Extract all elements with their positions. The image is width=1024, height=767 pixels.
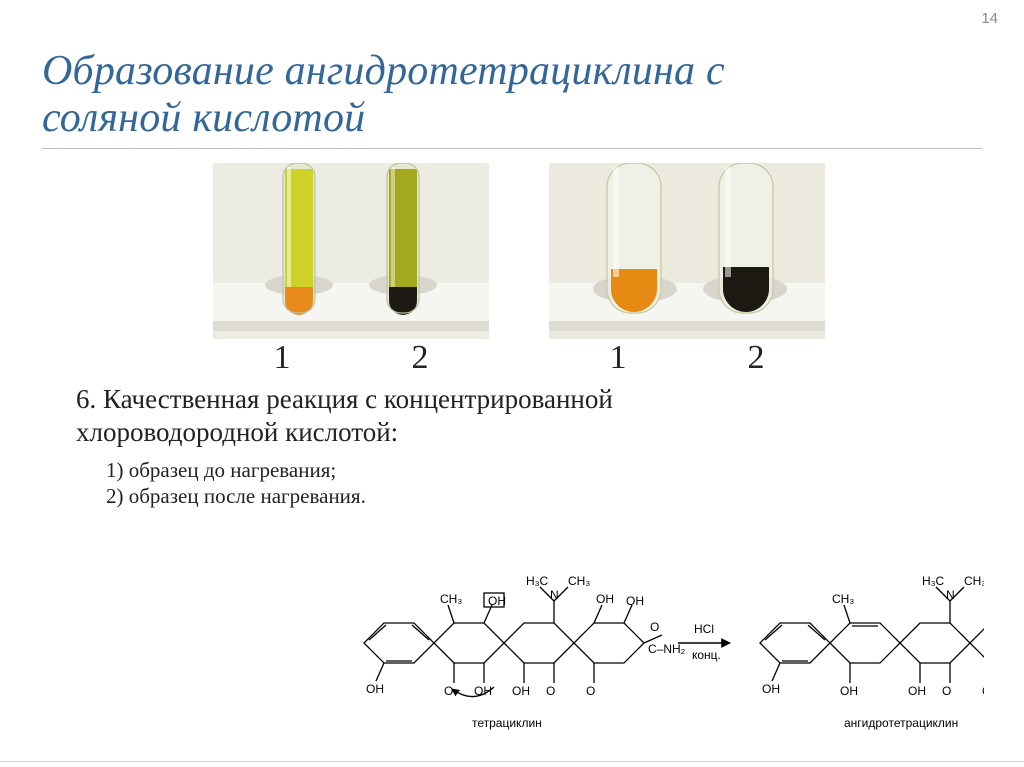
- svg-text:CH₃: CH₃: [832, 592, 854, 606]
- svg-text:N: N: [946, 588, 955, 602]
- title-underline: [42, 148, 982, 149]
- svg-text:C–NH₂: C–NH₂: [648, 642, 686, 656]
- content-area: 1 2 1 2 6. Качественная реакция с концен…: [42, 163, 982, 509]
- svg-text:OH: OH: [488, 594, 506, 608]
- svg-text:O: O: [586, 684, 595, 698]
- label-tetracycline: тетрациклин: [472, 716, 542, 730]
- svg-text:O: O: [650, 620, 659, 634]
- tube-num: 1: [610, 339, 627, 377]
- molecule-tetracycline: [364, 587, 662, 697]
- sub-item-1: 1) образец до нагревания;: [106, 457, 962, 483]
- svg-text:OH: OH: [840, 684, 858, 698]
- test-tubes-row: [76, 163, 962, 339]
- svg-text:H₃C: H₃C: [526, 574, 549, 588]
- svg-text:OH: OH: [366, 682, 384, 696]
- tube-num: 2: [748, 339, 765, 377]
- reaction-scheme: CH₃ OH N H₃C CH₃ OH OH O OH OH O O OH O …: [344, 523, 984, 743]
- page-number: 14: [981, 10, 998, 27]
- svg-text:O: O: [982, 684, 984, 698]
- para-line-1: 6. Качественная реакция с концентрирован…: [76, 384, 613, 414]
- arrow-reagent: HCl: [694, 622, 714, 636]
- tube-pair-right: [549, 163, 825, 339]
- tube-numbers-row: 1 2 1 2: [76, 339, 962, 377]
- svg-text:OH: OH: [762, 682, 780, 696]
- tube-numbers-left: 1 2: [213, 339, 489, 377]
- svg-text:CH₃: CH₃: [440, 592, 462, 606]
- tube-num: 2: [412, 339, 429, 377]
- tube-numbers-right: 1 2: [549, 339, 825, 377]
- svg-text:CH₃: CH₃: [964, 574, 984, 588]
- sublist: 1) образец до нагревания; 2) образец пос…: [76, 457, 962, 509]
- svg-text:OH: OH: [512, 684, 530, 698]
- slide-title: Образование ангидротетрациклина с соляно…: [42, 48, 982, 142]
- svg-text:OH: OH: [596, 592, 614, 606]
- footer-rule: [0, 761, 1024, 762]
- svg-text:O: O: [444, 684, 453, 698]
- svg-text:OH: OH: [474, 684, 492, 698]
- tube-pair-left: [213, 163, 489, 339]
- svg-text:CH₃: CH₃: [568, 574, 590, 588]
- title-line-1: Образование ангидротетрациклина с: [42, 48, 725, 94]
- tube-num: 1: [274, 339, 291, 377]
- svg-text:O: O: [546, 684, 555, 698]
- label-anhydro: ангидротетрациклин: [844, 716, 958, 730]
- arrow-condition: конц.: [692, 648, 721, 662]
- para-line-2: хлороводородной кислотой:: [76, 417, 398, 447]
- svg-text:OH: OH: [908, 684, 926, 698]
- sub-item-2: 2) образец после нагревания.: [106, 483, 962, 509]
- paragraph: 6. Качественная реакция с концентрирован…: [76, 383, 962, 449]
- slide: 14 Образование ангидротетрациклина с сол…: [0, 0, 1024, 767]
- title-line-2: соляной кислотой: [42, 95, 365, 141]
- svg-text:H₃C: H₃C: [922, 574, 945, 588]
- svg-text:N: N: [550, 588, 559, 602]
- svg-text:OH: OH: [626, 594, 644, 608]
- svg-text:O: O: [942, 684, 951, 698]
